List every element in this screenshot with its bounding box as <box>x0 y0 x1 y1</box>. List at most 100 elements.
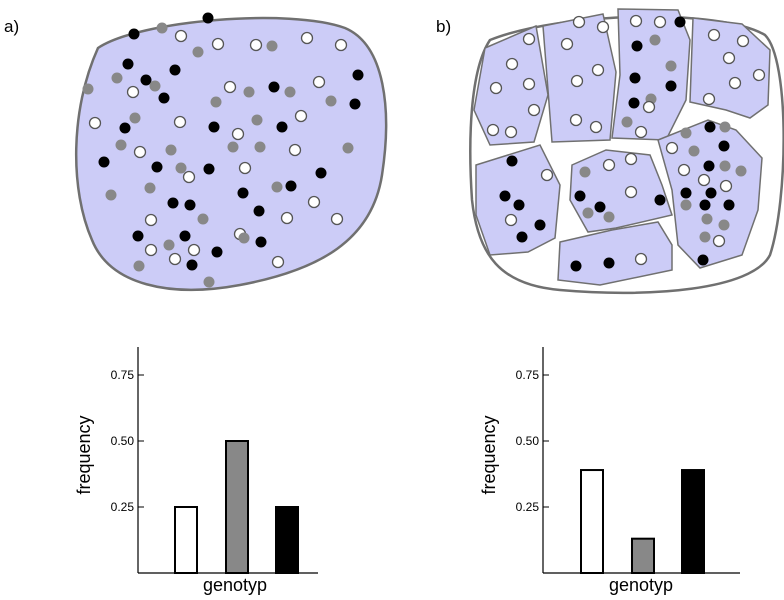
y-tick-label: 0.50 <box>516 434 540 448</box>
genotype-white-dot <box>602 158 616 172</box>
genotype-white-dot <box>294 109 308 123</box>
genotype-white-dot <box>719 179 733 193</box>
genotype-black-dot <box>499 190 511 202</box>
genotype-white-dot <box>307 195 321 209</box>
genotype-grey-dot <box>149 80 161 92</box>
subpop-8 <box>557 221 673 286</box>
genotype-black-dot <box>208 121 220 133</box>
genotype-grey-dot <box>719 160 731 172</box>
genotype-white-dot <box>634 252 648 266</box>
y-tick-label: 0.25 <box>111 500 135 514</box>
genotype-grey-dot <box>175 162 187 174</box>
bar-black <box>275 506 299 574</box>
genotype-black-dot <box>699 199 711 211</box>
genotype-grey-dot <box>582 207 594 219</box>
y-axis-title: frequency <box>479 415 499 494</box>
genotype-grey-dot <box>699 231 711 243</box>
genotype-white-dot <box>505 57 519 71</box>
genotype-grey-dot <box>579 166 591 178</box>
genotype-grey-dot <box>210 96 222 108</box>
genotype-white-dot <box>280 211 294 225</box>
genotype-black-dot <box>654 194 666 206</box>
genotype-grey-dot <box>111 72 123 84</box>
y-tick-label: 0.50 <box>111 434 135 448</box>
bar-grey <box>631 537 655 574</box>
genotype-grey-dot <box>621 116 633 128</box>
genotype-black-dot <box>211 246 223 258</box>
genotype-white-dot <box>211 37 225 51</box>
genotype-grey-dot <box>271 181 283 193</box>
genotype-white-dot <box>504 213 518 227</box>
genotype-black-dot <box>674 16 686 28</box>
genotype-grey-dot <box>680 199 692 211</box>
genotype-black-dot <box>169 64 181 76</box>
genotype-white-dot <box>144 213 158 227</box>
genotype-black-dot <box>349 98 361 110</box>
genotype-grey-dot <box>701 213 713 225</box>
genotype-white-dot <box>173 115 187 129</box>
subpop-1 <box>473 24 549 146</box>
genotype-black-dot <box>186 259 198 271</box>
genotype-grey-dot <box>133 260 145 272</box>
genotype-grey-dot <box>227 141 239 153</box>
genotype-black-dot <box>203 163 215 175</box>
genotype-grey-dot <box>192 46 204 58</box>
genotype-grey-dot <box>342 142 354 154</box>
genotype-white-dot <box>174 29 188 43</box>
genotype-white-dot <box>570 74 584 88</box>
genotype-black-dot <box>184 199 196 211</box>
histogram-b: 0.25 0.50 0.75 frequency genotyp <box>479 347 740 595</box>
genotype-black-dot <box>237 187 249 199</box>
genotype-white-dot <box>187 243 201 257</box>
genotype-black-dot <box>179 230 191 242</box>
genotype-grey-dot <box>680 127 692 139</box>
genotype-white-dot <box>300 31 314 45</box>
bar-white <box>580 469 604 575</box>
genotype-black-dot <box>570 260 582 272</box>
genotype-white-dot <box>126 85 140 99</box>
genotype-white-dot <box>572 15 586 29</box>
genotype-white-dot <box>736 34 750 48</box>
genotype-white-dot <box>752 68 766 82</box>
genotype-black-dot <box>352 69 364 81</box>
genotype-grey-dot <box>144 182 156 194</box>
genotype-grey-dot <box>129 112 141 124</box>
genotype-black-dot <box>128 28 140 40</box>
genotype-black-dot <box>315 167 327 179</box>
genotype-grey-dot <box>284 86 296 98</box>
bars-b <box>580 469 705 575</box>
genotype-white-dot <box>697 173 711 187</box>
genotype-black-dot <box>276 121 288 133</box>
genotype-grey-dot <box>156 22 168 34</box>
genotype-black-dot <box>704 121 716 133</box>
genotype-grey-dot <box>603 211 615 223</box>
genotype-white-dot <box>596 20 610 34</box>
genotype-grey-dot <box>238 232 250 244</box>
genotype-white-dot <box>527 103 541 117</box>
genotype-white-dot <box>489 81 503 95</box>
genotype-black-dot <box>703 160 715 172</box>
genotype-white-dot <box>712 234 726 248</box>
genotype-white-dot <box>312 75 326 89</box>
genotype-grey-dot <box>649 34 661 46</box>
x-axis-title: genotyp <box>203 575 267 595</box>
genotype-grey-dot <box>266 40 278 52</box>
genotype-grey-dot <box>115 139 127 151</box>
genotype-grey-dot <box>665 60 677 72</box>
genotype-white-dot <box>231 127 245 141</box>
genotype-white-dot <box>334 38 348 52</box>
genotype-black-dot <box>140 74 152 86</box>
genotype-black-dot <box>253 205 265 217</box>
genotype-grey-dot <box>254 141 266 153</box>
dots-a <box>82 12 364 288</box>
genotype-white-dot <box>88 116 102 130</box>
genotype-white-dot <box>133 145 147 159</box>
bar-grey <box>225 440 249 574</box>
genotype-black-dot <box>506 155 518 167</box>
y-tick-label: 0.75 <box>111 368 135 382</box>
genotype-grey-dot <box>197 213 209 225</box>
genotype-black-dot <box>723 199 735 211</box>
genotype-grey-dot <box>163 239 175 251</box>
bar-white <box>174 506 198 574</box>
